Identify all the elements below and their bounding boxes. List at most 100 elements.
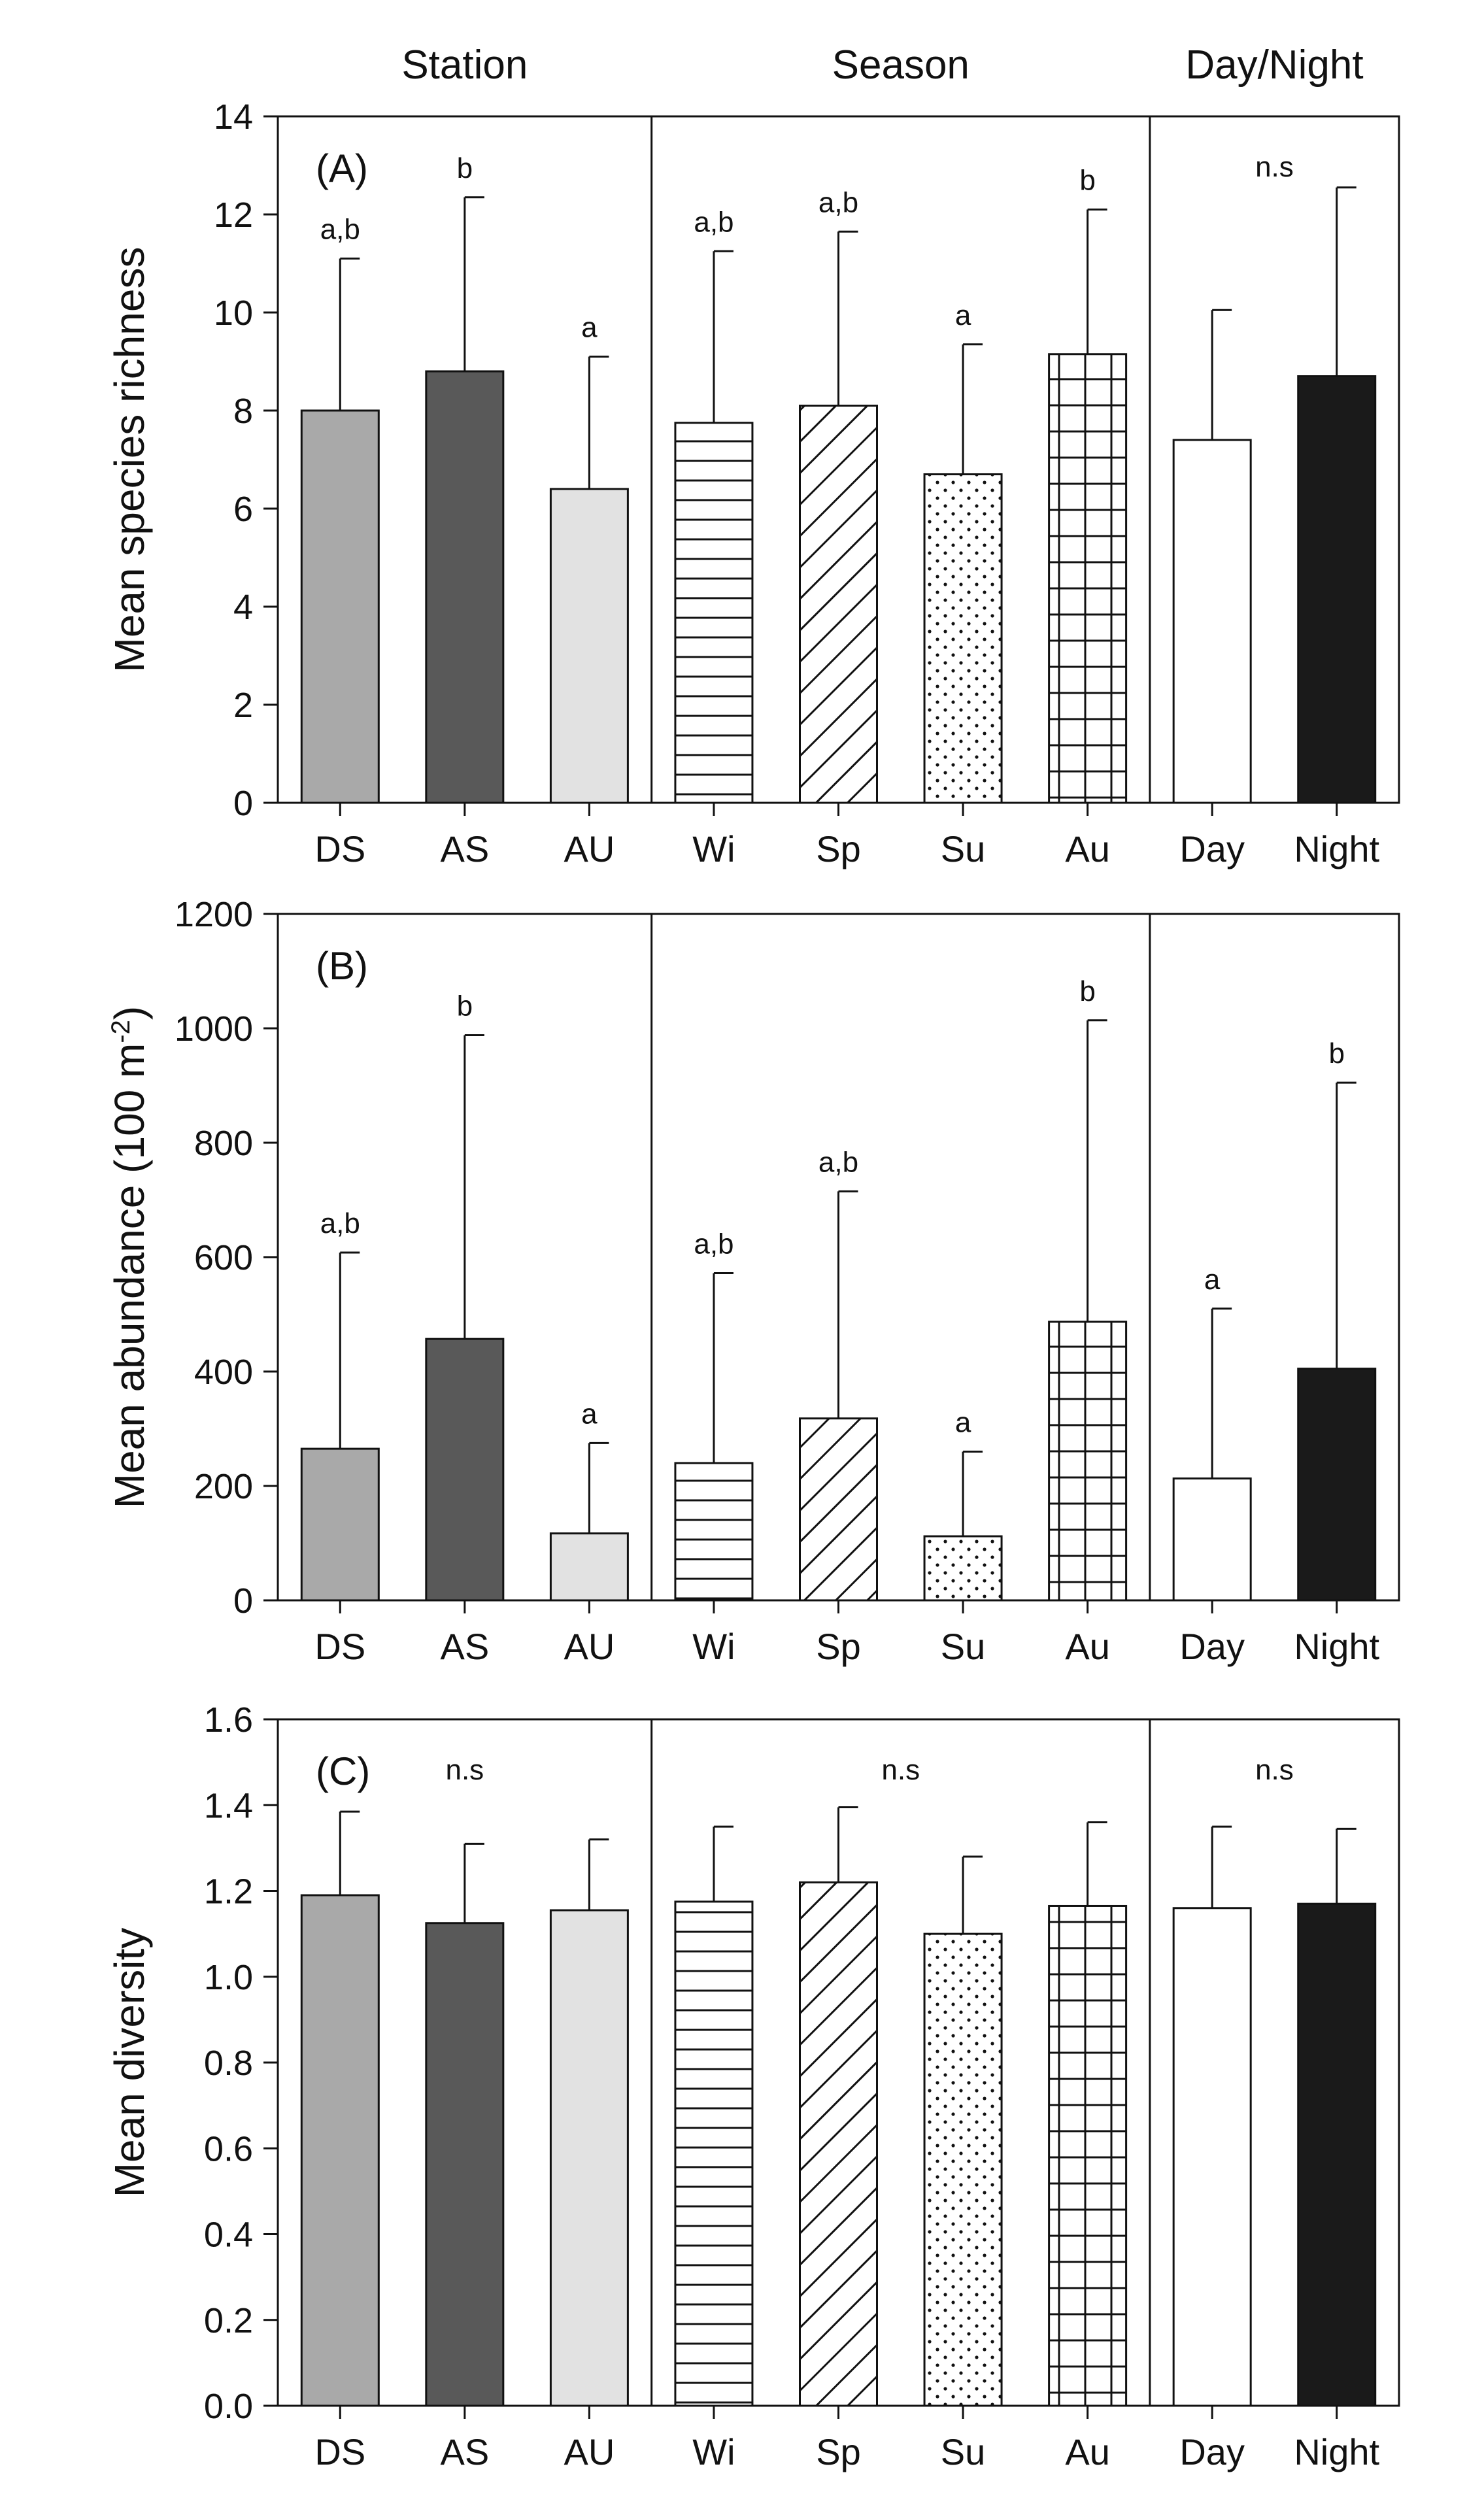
x-tick-label-wi: Wi (692, 2431, 735, 2472)
y-axis-label: Mean species richness (106, 247, 153, 673)
y-tick-label: 600 (194, 1238, 253, 1277)
x-tick-label-night: Night (1294, 828, 1379, 869)
significance-label: a (955, 1407, 971, 1439)
x-tick-label-night: Night (1294, 2431, 1379, 2472)
significance-label: a (581, 312, 598, 344)
y-tick-label: 0.8 (204, 2044, 253, 2083)
significance-label: n.s (881, 1754, 920, 1786)
x-tick-label-as: AS (440, 2431, 489, 2472)
y-tick-label: 1000 (175, 1009, 253, 1049)
significance-label: b (1079, 975, 1095, 1007)
x-tick-label-au: Au (1065, 1626, 1110, 1667)
bar-wi (674, 1462, 754, 1602)
y-tick-label: 800 (194, 1124, 253, 1163)
y-tick-label: 1.2 (204, 1872, 253, 1912)
bar-su (923, 1932, 1003, 2407)
y-tick-label: 400 (194, 1353, 253, 1392)
panel-c: 0.0 0.2 0.4 0.6 0.8 1.0 1.2 1.4 1.6 Mean diversit… (106, 1700, 1400, 2472)
chart-root: Station Season Day/Night 0 2 4 6 8 10 12 14 Mean sp… (106, 42, 1400, 2472)
y-tick-label: 8 (233, 392, 253, 431)
y-axis-label-main: Mean diversity (106, 1928, 153, 2198)
bar-ds (300, 1447, 380, 1602)
bar-sp (799, 1881, 878, 2407)
group-title-season: Season (832, 42, 970, 88)
significance-label: n.s (1255, 1754, 1294, 1786)
y-tick-label: 1.0 (204, 1958, 253, 1997)
bar-night (1297, 375, 1377, 804)
bar-au (549, 1532, 629, 1602)
significance-label: a (581, 1398, 598, 1430)
significance-label: b (457, 152, 473, 184)
group-title-day-night: Day/Night (1185, 42, 1363, 88)
y-axis-label: Mean diversity (106, 1928, 153, 2198)
bar-su (923, 1535, 1003, 1602)
x-tick-label-au: Au (1065, 2431, 1110, 2472)
bar-ds (300, 409, 380, 804)
x-tick-label-su: Su (941, 828, 986, 869)
y-tick-label: 1.6 (204, 1700, 253, 1740)
x-tick-label-au: Au (1065, 828, 1110, 869)
y-axis-label-sup: -2 (107, 1020, 135, 1043)
x-tick-label-day: Day (1179, 828, 1245, 869)
bar-day (1172, 1907, 1252, 2407)
bar-as (425, 1922, 505, 2407)
y-tick-label: 4 (233, 588, 253, 627)
y-axis-label-main: Mean abundance (100 m (106, 1043, 153, 1509)
significance-label: a,b (818, 186, 858, 218)
significance-label: a,b (694, 206, 734, 238)
x-tick-label-ds: DS (314, 1626, 365, 1667)
panel-a: 0 2 4 6 8 10 12 14 Mean species richness (A) a,b DS… (106, 97, 1400, 869)
significance-label: a (955, 299, 971, 331)
y-tick-label: 0 (233, 784, 253, 823)
significance-label: b (1328, 1037, 1344, 1070)
x-tick-label-as: AS (440, 1626, 489, 1667)
x-tick-label-sp: Sp (816, 828, 861, 869)
significance-label: n.s (445, 1754, 484, 1786)
bar-wi (674, 422, 754, 804)
y-tick-label: 1.4 (204, 1786, 253, 1825)
x-tick-label-as: AS (440, 828, 489, 869)
y-tick-label: 10 (214, 294, 253, 333)
x-tick-label-su: Su (941, 2431, 986, 2472)
significance-label: b (457, 990, 473, 1022)
x-tick-label-sp: Sp (816, 2431, 861, 2472)
significance-label: a (1204, 1264, 1221, 1296)
significance-label: b (1079, 165, 1095, 197)
bar-au (1048, 353, 1128, 804)
y-tick-label: 0.2 (204, 2301, 253, 2340)
significance-label: n.s (1255, 151, 1294, 183)
bar-night (1297, 1368, 1377, 1602)
bar-as (425, 1338, 505, 1602)
x-tick-label-wi: Wi (692, 1626, 735, 1667)
group-title-station: Station (401, 42, 528, 88)
x-tick-label-su: Su (941, 1626, 986, 1667)
bar-au (1048, 1904, 1128, 2407)
x-tick-label-au: AU (564, 2431, 615, 2472)
y-axis-label: Mean abundance (100 m-2) (106, 1006, 153, 1508)
bar-as (425, 370, 505, 804)
bar-su (923, 473, 1003, 804)
bar-sp (799, 1417, 878, 1602)
x-tick-label-au: AU (564, 828, 615, 869)
panel-label: (B) (316, 944, 368, 988)
x-tick-label-ds: DS (314, 828, 365, 869)
y-tick-label: 6 (233, 490, 253, 529)
y-axis-label-end: ) (106, 1006, 153, 1020)
significance-label: a,b (818, 1146, 858, 1178)
significance-label: a,b (320, 1207, 360, 1239)
y-tick-label: 0.6 (204, 2129, 253, 2168)
panel-label: (A) (316, 146, 368, 190)
panel-label: (C) (316, 1749, 370, 1793)
x-tick-label-ds: DS (314, 2431, 365, 2472)
x-tick-label-wi: Wi (692, 828, 735, 869)
x-tick-label-sp: Sp (816, 1626, 861, 1667)
y-tick-label: 1200 (175, 895, 253, 934)
y-tick-label: 12 (214, 195, 253, 235)
panel-b: 0 200 400 600 800 1000 1200 Mean abundance (100… (106, 895, 1400, 1667)
bar-night (1297, 1902, 1377, 2407)
x-tick-label-au: AU (564, 1626, 615, 1667)
y-tick-label: 200 (194, 1467, 253, 1506)
x-tick-label-day: Day (1179, 1626, 1245, 1667)
y-axis-label-main: Mean species richness (106, 247, 153, 673)
